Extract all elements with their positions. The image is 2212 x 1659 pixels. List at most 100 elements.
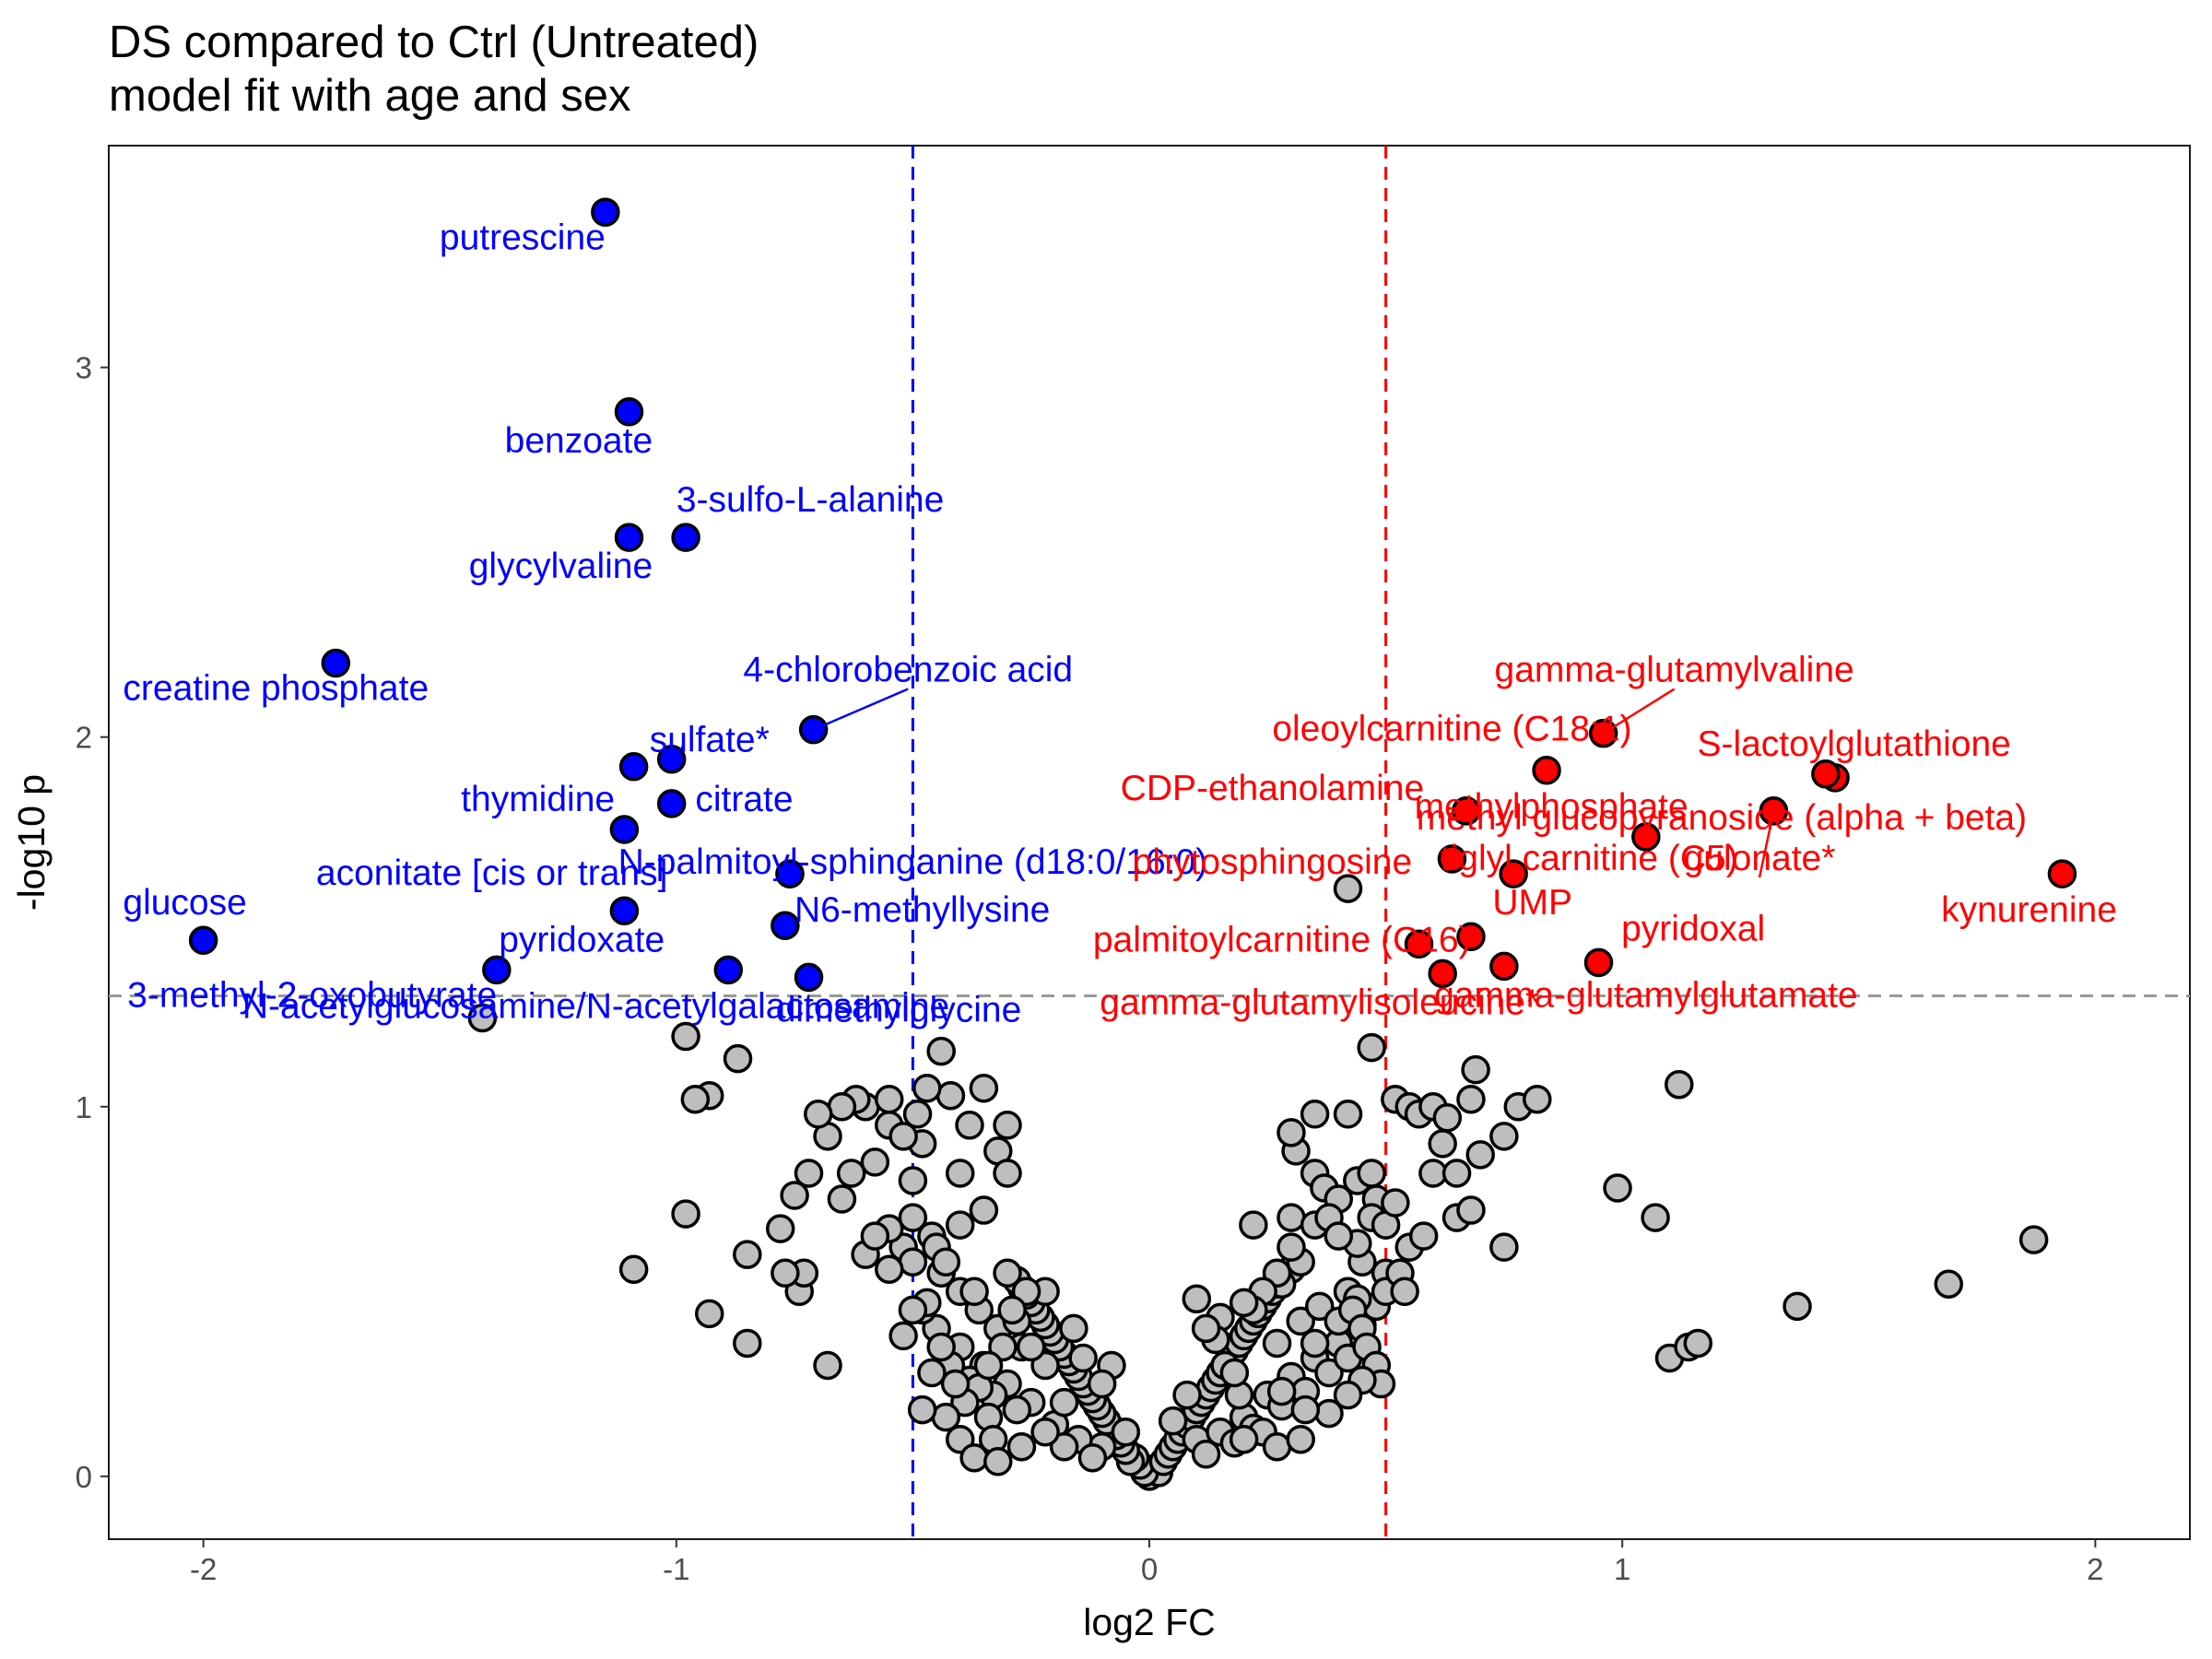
ns-point (969, 1073, 999, 1103)
down-point (188, 925, 218, 956)
ns-point (694, 1299, 724, 1329)
ns-point (935, 1080, 966, 1111)
ns-point (1191, 1440, 1221, 1469)
y-tick-label: 1 (76, 1090, 92, 1124)
down-point-label: N-palmitoyl-sphinganine (d18:0/16:0) (618, 842, 1208, 882)
ns-point (827, 1092, 857, 1122)
up-point-label: palmitoylcarnitine (C16) (1093, 920, 1471, 959)
down-point (609, 896, 640, 925)
down-point (713, 955, 744, 985)
ns-point (1408, 1221, 1439, 1251)
ns-point (1277, 1232, 1306, 1262)
ns-point (1603, 1173, 1632, 1203)
down-point-label: N-acetylglucosamine/N-acetylgalactosamin… (242, 987, 949, 1027)
ns-point (1262, 1328, 1292, 1359)
down-point-label: 3-methyl-2-oxobutyrate (127, 975, 497, 1015)
ns-point (771, 1258, 800, 1288)
up-point-label: S-lactoylglutathione (1697, 724, 2010, 764)
ns-point (1665, 1069, 1694, 1100)
ns-point (671, 1199, 700, 1229)
up-point (1631, 822, 1661, 852)
down-point-label: creatine phosphate (123, 669, 429, 709)
down-point (482, 955, 512, 985)
ns-point (1191, 1313, 1221, 1344)
down-point (591, 197, 620, 227)
down-point (775, 859, 805, 888)
x-tick-label: 1 (1614, 1552, 1630, 1586)
ns-point (1333, 1380, 1363, 1410)
ns-point (1182, 1284, 1212, 1314)
chart-subtitle: model fit with age and sex (109, 71, 631, 121)
ns-point (1456, 1195, 1486, 1225)
ns-point (1934, 1269, 1964, 1300)
ns-point (898, 1295, 928, 1325)
ns-point (1286, 1424, 1315, 1454)
ns-point (1304, 1291, 1335, 1322)
ns-point (1441, 1159, 1472, 1188)
x-axis: -2 -1 0 1 2 (190, 1539, 2104, 1586)
ns-point (888, 1122, 918, 1151)
ns-point (898, 1247, 928, 1277)
up-point-label: phytosphingosine (1133, 842, 1413, 882)
up-point (1811, 759, 1841, 789)
ns-point (1049, 1387, 1079, 1418)
ns-point (902, 1100, 933, 1129)
up-point (2047, 859, 2077, 888)
point-labels: putrescine benzoate 3-sulfo-L-alanine glycy… (123, 218, 2117, 1030)
ns-point (1049, 1431, 1079, 1462)
ns-point (1324, 1221, 1354, 1251)
up-point-label: gamma-glutamylvaline (1495, 651, 1854, 690)
up-point (1404, 929, 1434, 959)
ns-point (875, 1254, 904, 1284)
ns-point (898, 1203, 928, 1232)
up-point (1456, 922, 1486, 952)
ns-point (875, 1084, 904, 1114)
ns-point (780, 1181, 809, 1210)
up-point (1489, 951, 1519, 982)
ns-point (1239, 1210, 1268, 1240)
chart-title: DS compared to Ctrl (Untreated) (109, 18, 759, 67)
ns-point (1465, 1140, 1495, 1170)
ns-point (1381, 1188, 1410, 1218)
ns-point (1418, 1159, 1448, 1188)
ns-point (1059, 1313, 1088, 1344)
ns-point (993, 1258, 1022, 1288)
ns-point (993, 1159, 1022, 1188)
up-label-segment (1758, 810, 1775, 878)
down-point (614, 397, 644, 427)
down-point-label: glucose (123, 883, 246, 923)
down-point-label: putrescine (440, 218, 606, 257)
ns-point (2018, 1225, 2049, 1254)
ns-point (1030, 1417, 1060, 1447)
ns-point (997, 1295, 1027, 1325)
threshold-lines (109, 146, 2190, 1539)
ns-point (733, 1328, 762, 1359)
up-point-label: gulonate* (1684, 839, 1836, 878)
down-point-label: dimethylglycine (776, 991, 1022, 1030)
down-point (794, 962, 824, 993)
ns-point (1300, 1100, 1330, 1129)
up-point-label: CDP-ethanolamine (1121, 769, 1425, 808)
ns-point (1087, 1369, 1117, 1399)
ns-point (983, 1447, 1013, 1477)
ns-point (1006, 1431, 1037, 1462)
down-point-label: 4-chlorobenzoic acid (743, 651, 1073, 690)
up-point (1583, 947, 1614, 978)
ns-point (912, 1073, 942, 1103)
y-tick-label: 0 (76, 1460, 92, 1494)
ns-point (1172, 1380, 1202, 1410)
y-axis: 0 1 2 3 (76, 351, 109, 1494)
ns-point (955, 1111, 984, 1140)
significant-points (188, 197, 2077, 993)
ns-point (1219, 1358, 1250, 1388)
up-point-label: pyridoxal (1621, 909, 1765, 948)
ns-point (1266, 1376, 1297, 1406)
ns-point (1428, 1129, 1457, 1159)
ns-point (1523, 1084, 1552, 1114)
x-tick-label: -1 (663, 1552, 689, 1586)
ns-point (1068, 1343, 1098, 1373)
down-label-segment (813, 688, 909, 731)
ns-point (931, 1247, 961, 1277)
ns-point (1333, 874, 1363, 903)
up-point (1499, 859, 1528, 888)
